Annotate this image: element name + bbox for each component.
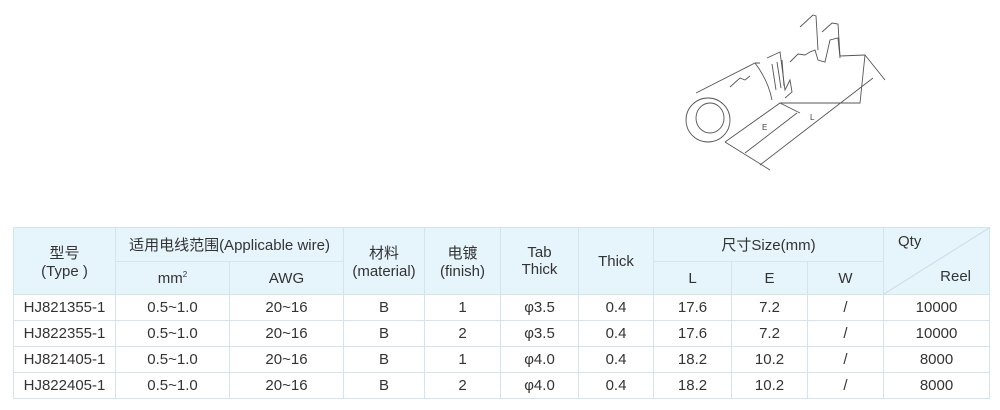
header-tab-1: Tab <box>527 244 552 261</box>
cell-finish: 1 <box>424 294 501 321</box>
table-row: HJ821405-1 0.5~1.0 20~16 B 1 φ4.0 0.4 18.2 10.2/… <box>13 346 991 373</box>
cell-qty: 8000 <box>883 372 991 399</box>
cell-l: 17.6 <box>653 294 732 321</box>
cell-tab: φ4.0 <box>500 372 579 399</box>
header-tab-2: Thick <box>521 261 558 278</box>
header-finish-en: (finish) <box>439 263 485 280</box>
cell-qty: 10000 <box>883 320 991 347</box>
cell-e: 7.2 <box>731 294 808 321</box>
cell-finish: 2 <box>424 372 501 399</box>
cell-w: / <box>806 320 885 347</box>
header-mm2-text: mm <box>157 269 183 287</box>
diagonal-divider <box>884 228 989 294</box>
cell-w: / <box>806 372 885 399</box>
cell-thick: 0.4 <box>578 346 654 373</box>
header-applicable-wire: 适用电线范围(Applicable wire) <box>115 227 344 262</box>
cell-type: HJ821355-1 <box>13 294 116 321</box>
cell-l: 18.2 <box>653 346 732 373</box>
cell-w: / <box>806 346 885 373</box>
cell-mm2: 0.5~1.0 <box>115 294 230 321</box>
cell-tab: φ4.0 <box>500 346 579 373</box>
header-material: 材料 (material) <box>343 227 425 295</box>
cell-mm2: 0.5~1.0 <box>115 346 230 373</box>
header-qty: Qty <box>898 233 922 250</box>
cell-thick: 0.4 <box>578 320 654 347</box>
header-reel: Reel <box>940 268 972 285</box>
header-material-en: (material) <box>352 263 416 280</box>
header-mm2: mm2 <box>115 261 230 295</box>
terminal-drawing: E L <box>685 14 886 171</box>
cell-material: B <box>343 294 425 321</box>
header-mm2-sup: 2 <box>182 269 188 279</box>
table-row: HJ821355-1 0.5~1.0 20~16 B 1 φ3.5 0.4 17.6 7.2/1… <box>13 294 991 321</box>
table-row: HJ822355-1 0.5~1.0 20~16 B 2 φ3.5 0.4 17.6 7.2/1… <box>13 320 991 347</box>
header-qty-reel: Qty Reel <box>883 227 991 295</box>
dimension-e-label: E <box>762 123 767 132</box>
cell-material: B <box>343 320 425 347</box>
cell-type: HJ822405-1 <box>13 372 116 399</box>
header-size: 尺寸Size(mm) <box>652 227 885 262</box>
spec-table: 型号 (Type ) 适用电线范围(Applicable wire) 材料 (mat… <box>13 227 991 399</box>
cell-thick: 0.4 <box>578 294 654 321</box>
cell-mm2: 0.5~1.0 <box>115 320 230 347</box>
cell-thick: 0.4 <box>578 372 654 399</box>
cell-type: HJ822355-1 <box>13 320 116 347</box>
cell-finish: 2 <box>424 320 501 347</box>
cell-material: B <box>343 346 425 373</box>
header-thick: Thick <box>578 227 654 295</box>
cell-qty: 8000 <box>883 346 991 373</box>
cell-type: HJ821405-1 <box>13 346 116 373</box>
cell-awg: 20~16 <box>229 294 344 321</box>
header-type-cn: 型号 <box>49 245 80 262</box>
cell-e: 10.2 <box>731 372 808 399</box>
header-material-cn: 材料 <box>368 245 399 262</box>
header-tab-thick: Tab Thick <box>500 227 579 295</box>
header-e: E <box>731 261 808 295</box>
cell-w: / <box>806 294 885 321</box>
header-type-en: (Type ) <box>41 263 88 280</box>
dimension-l-label: L <box>810 113 815 122</box>
cell-mm2: 0.5~1.0 <box>115 372 230 399</box>
cell-awg: 20~16 <box>229 346 344 373</box>
table-row: HJ822405-1 0.5~1.0 20~16 B 2 φ4.0 0.4 18.2 10.2/… <box>13 372 991 399</box>
cell-awg: 20~16 <box>229 320 344 347</box>
header-finish-cn: 电镀 <box>447 245 478 262</box>
cell-tab: φ3.5 <box>500 294 579 321</box>
header-finish: 电镀 (finish) <box>424 227 501 295</box>
cell-awg: 20~16 <box>229 372 344 399</box>
header-type: 型号 (Type ) <box>13 227 116 295</box>
header-w: W <box>806 261 885 295</box>
cell-tab: φ3.5 <box>500 320 579 347</box>
cell-finish: 1 <box>424 346 501 373</box>
cell-l: 17.6 <box>653 320 732 347</box>
cell-e: 7.2 <box>731 320 808 347</box>
header-awg: AWG <box>229 261 344 295</box>
cell-e: 10.2 <box>731 346 808 373</box>
cell-qty: 10000 <box>883 294 991 321</box>
header-l: L <box>653 261 732 295</box>
cell-material: B <box>343 372 425 399</box>
cell-l: 18.2 <box>653 372 732 399</box>
